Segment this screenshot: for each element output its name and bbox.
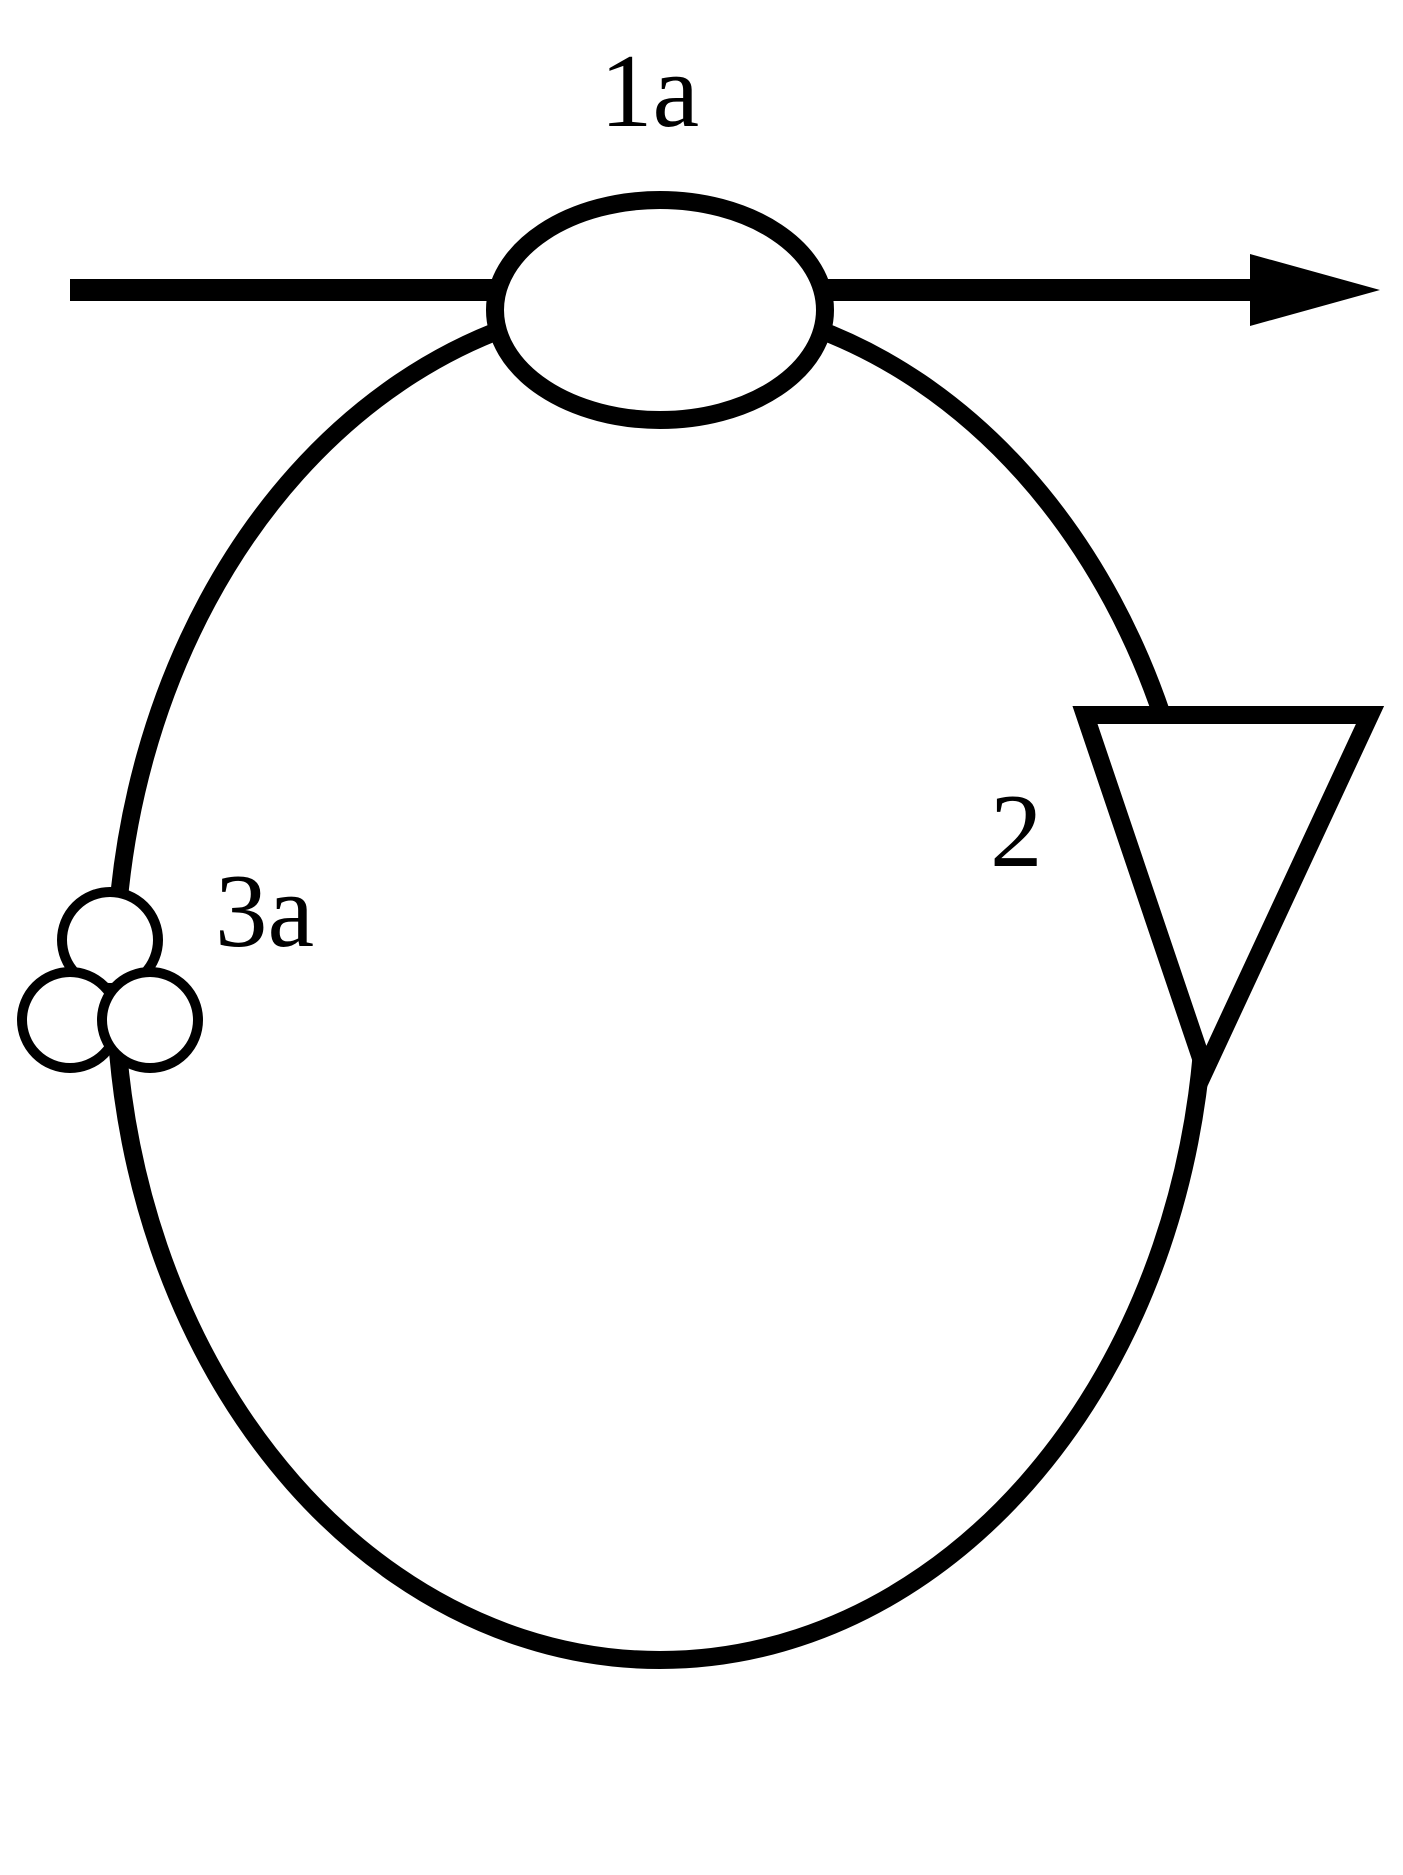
- label-2: 2: [990, 770, 1043, 891]
- node-trefoil: [22, 892, 198, 1068]
- label-3a: 3a: [215, 850, 314, 971]
- label-1a: 1a: [600, 30, 699, 151]
- main-loop: [115, 327, 1205, 1660]
- diagram-svg: [0, 0, 1403, 1870]
- arrow-head: [1250, 254, 1380, 326]
- schematic-diagram: 1a 2 3a: [0, 0, 1403, 1870]
- node-top-ellipse: [495, 200, 825, 420]
- node-triangle: [1085, 715, 1370, 1070]
